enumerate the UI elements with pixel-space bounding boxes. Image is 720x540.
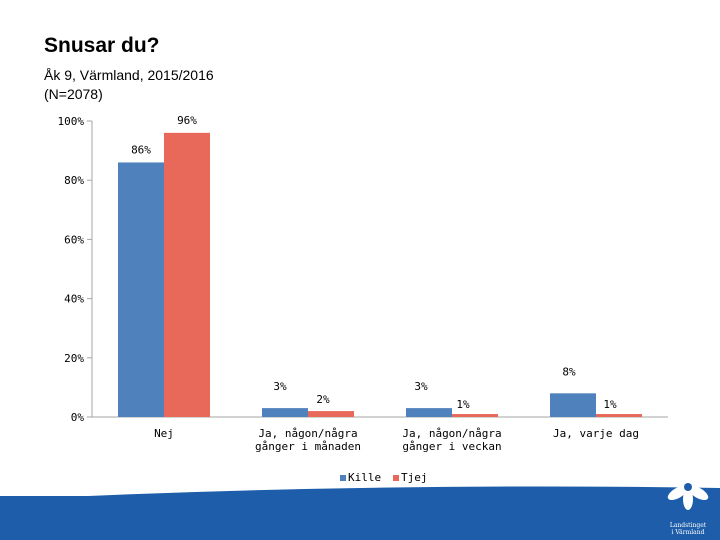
- category-label: gånger i månaden: [255, 440, 361, 453]
- category-label: Ja, någon/några: [402, 427, 501, 440]
- y-tick-label: 80%: [64, 174, 84, 187]
- bar-kille: [262, 408, 308, 417]
- legend-label-tjej: Tjej: [401, 471, 428, 484]
- data-label-tjej: 2%: [316, 393, 330, 406]
- bar-tjej: [308, 411, 354, 417]
- bar-tjej: [164, 132, 210, 417]
- category-label: Ja, någon/några: [258, 427, 357, 440]
- bar-tjej: [596, 414, 642, 417]
- data-label-tjej: 1%: [456, 398, 470, 411]
- data-label-tjej: 96%: [177, 114, 197, 127]
- data-label-kille: 3%: [414, 380, 428, 393]
- bar-tjej: [452, 414, 498, 417]
- category-label: Ja, varje dag: [553, 427, 639, 440]
- y-tick-label: 0%: [71, 411, 85, 424]
- subtitle-line-2: (N=2078): [44, 86, 103, 102]
- y-tick-label: 40%: [64, 293, 84, 306]
- data-label-tjej: 1%: [603, 398, 617, 411]
- slide-title: Snusar du?: [44, 34, 160, 57]
- landstinget-varmland-flower-icon: Landstinget i Värmland: [667, 464, 709, 536]
- y-tick-label: 60%: [64, 233, 84, 246]
- subtitle-line-1: Åk 9, Värmland, 2015/2016: [44, 67, 214, 83]
- y-tick-label: 20%: [64, 352, 84, 365]
- bar-kille: [118, 162, 164, 417]
- y-tick-label: 100%: [58, 115, 85, 128]
- logo-text-2: i Värmland: [672, 529, 705, 536]
- data-label-kille: 86%: [131, 143, 151, 156]
- legend-swatch-kille: [340, 475, 346, 481]
- footer-band: [0, 496, 720, 540]
- category-label: Nej: [154, 427, 174, 440]
- data-label-kille: 8%: [562, 365, 576, 378]
- bar-kille: [406, 408, 452, 417]
- bar-kille: [550, 393, 596, 417]
- category-label: gånger i veckan: [402, 440, 501, 453]
- legend-swatch-tjej: [393, 475, 399, 481]
- legend-label-kille: Kille: [348, 471, 381, 484]
- logo-text-1: Landstinget: [670, 522, 707, 529]
- data-label-kille: 3%: [273, 380, 287, 393]
- slide-subtitle: Åk 9, Värmland, 2015/2016 (N=2078): [44, 66, 214, 104]
- bar-chart: 0% 20% 40% 60% 80% 100% 86% 96% Nej 3% 2% Ja, någon…: [58, 114, 668, 484]
